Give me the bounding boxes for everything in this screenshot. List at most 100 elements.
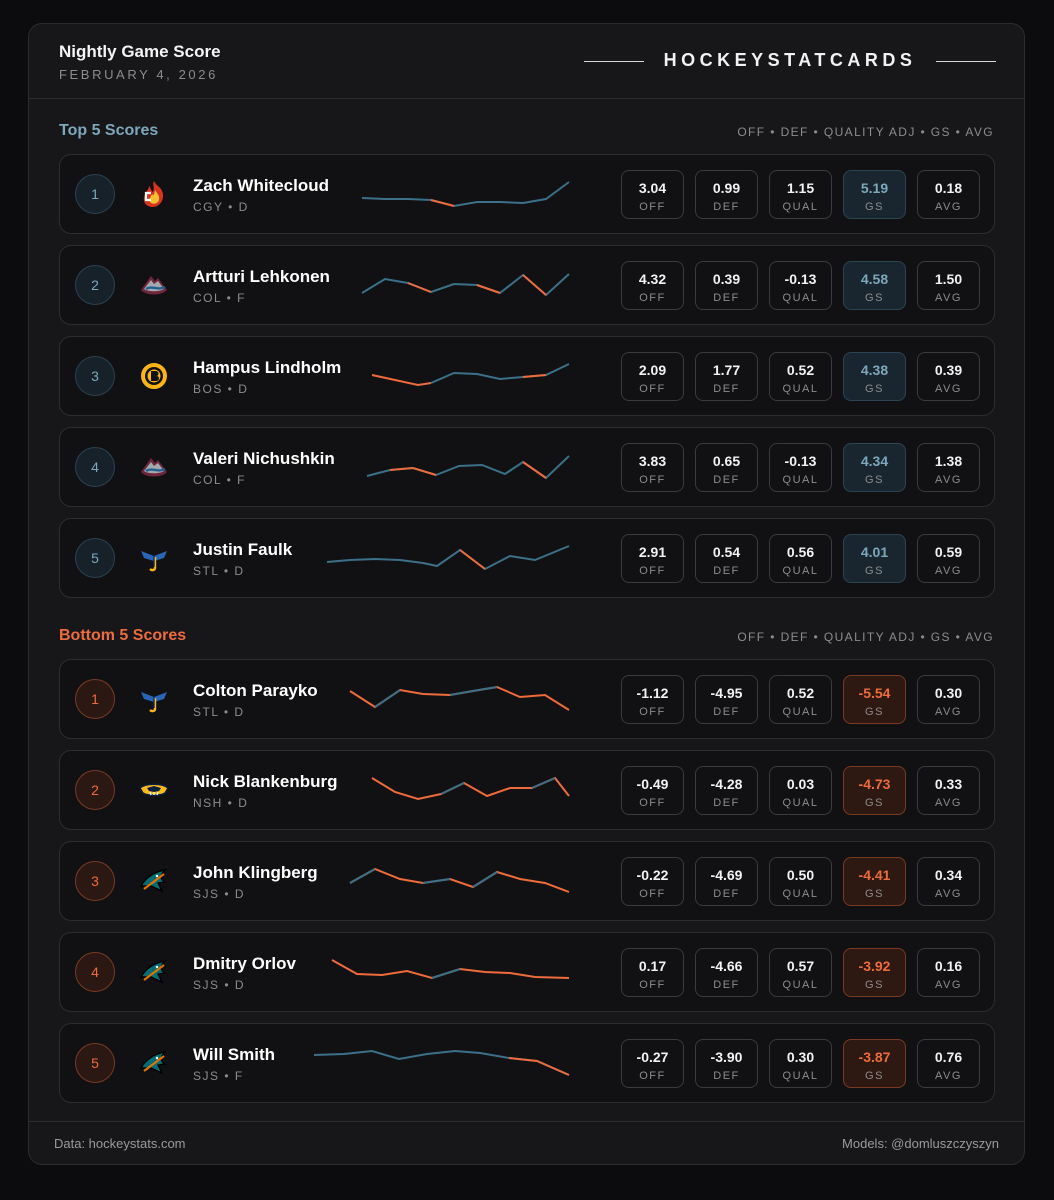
bottom-player-row: 1 Colton Parayko STL • D -1.12 OFF -4.95 D…	[59, 659, 995, 739]
page-title: Nightly Game Score	[59, 42, 221, 61]
stat-gs: -4.73 GS	[843, 766, 906, 815]
performance-sparkline	[326, 545, 570, 571]
performance-sparkline	[349, 685, 570, 711]
stat-off: -0.22 OFF	[621, 857, 684, 906]
stat-avg: 0.76 AVG	[917, 1039, 980, 1088]
stat-off: 2.09 OFF	[621, 352, 684, 401]
top-player-row: 2 Artturi Lehkonen COL • F 4.32 OFF 0.39 D…	[59, 245, 995, 325]
stat-avg: 0.30 AVG	[917, 675, 980, 724]
player-name: Colton Parayko	[193, 681, 318, 700]
stat-def: 0.65 DEF	[695, 443, 758, 492]
blues-logo-icon	[141, 551, 167, 572]
top-player-row: 3 Hampus Lindholm BOS • D 2.09 OFF 1.77 DE…	[59, 336, 995, 416]
stat-qual: 0.52 QUAL	[769, 675, 832, 724]
rank-badge: 4	[75, 447, 115, 487]
top-player-row: 1 Zach Whitecloud CGY • D 3.04 OFF 0.99 DE…	[59, 154, 995, 234]
bottom-player-row: 5 Will Smith SJS • F -0.27 OFF -3.90 DEF 0…	[59, 1023, 995, 1103]
player-name: Nick Blankenburg	[193, 772, 338, 791]
stat-qual: -0.13 QUAL	[769, 261, 832, 310]
stat-off: 0.17 OFF	[621, 948, 684, 997]
bottom-player-row: 4 Dmitry Orlov SJS • D 0.17 OFF -4.66 DEF …	[59, 932, 995, 1012]
blues-logo-icon	[141, 692, 167, 713]
stat-qual: 0.30 QUAL	[769, 1039, 832, 1088]
stat-gs: -3.87 GS	[843, 1039, 906, 1088]
rank-badge: 1	[75, 174, 115, 214]
stat-avg: 1.38 AVG	[917, 443, 980, 492]
bottom-player-row: 3 John Klingberg SJS • D -0.22 OFF -4.69 D…	[59, 841, 995, 921]
stat-qual: 1.15 QUAL	[769, 170, 832, 219]
stat-off: 2.91 OFF	[621, 534, 684, 583]
top-player-row: 5 Justin Faulk STL • D 2.91 OFF 0.54 DEF 0…	[59, 518, 995, 598]
brand-logo: HOCKEYSTATCARDS	[584, 50, 996, 72]
rank-badge: 5	[75, 1043, 115, 1083]
rank-badge: 1	[75, 679, 115, 719]
stat-qual: 0.50 QUAL	[769, 857, 832, 906]
stat-def: 0.54 DEF	[695, 534, 758, 583]
stat-def: 1.77 DEF	[695, 352, 758, 401]
top-section-title: Top 5 Scores	[59, 122, 159, 139]
stat-def: 0.39 DEF	[695, 261, 758, 310]
stat-qual: 0.57 QUAL	[769, 948, 832, 997]
sharks-logo-icon	[139, 868, 168, 893]
brand-text: HOCKEYSTATCARDS	[663, 50, 917, 70]
player-team-position: BOS • D	[193, 382, 249, 396]
stat-off: 4.32 OFF	[621, 261, 684, 310]
performance-sparkline	[313, 1049, 570, 1076]
rank-badge: 4	[75, 952, 115, 992]
player-team-position: CGY • D	[193, 200, 249, 214]
stat-def: -3.90 DEF	[695, 1039, 758, 1088]
player-team-position: SJS • F	[193, 1069, 244, 1083]
stat-off: -0.49 OFF	[621, 766, 684, 815]
stat-def: -4.28 DEF	[695, 766, 758, 815]
avalanche-logo-icon	[141, 458, 167, 477]
rank-badge: 5	[75, 538, 115, 578]
sharks-logo-icon	[139, 1050, 168, 1075]
stat-def: -4.66 DEF	[695, 948, 758, 997]
performance-sparkline	[361, 181, 570, 208]
rank-badge: 3	[75, 861, 115, 901]
performance-sparkline	[331, 959, 570, 980]
player-name: Dmitry Orlov	[193, 954, 296, 973]
bottom-section-title: Bottom 5 Scores	[59, 627, 187, 644]
stat-gs: 4.01 GS	[843, 534, 906, 583]
data-source: Data: hockeystats.com	[54, 1136, 186, 1151]
card-footer: Data: hockeystats.com Models: @domluszcz…	[29, 1121, 1024, 1164]
player-name: Valeri Nichushkin	[193, 449, 335, 468]
stat-avg: 0.39 AVG	[917, 352, 980, 401]
stat-off: 3.83 OFF	[621, 443, 684, 492]
brand-divider-left	[584, 61, 644, 62]
brand-divider-right	[936, 61, 996, 62]
stat-gs: -4.41 GS	[843, 857, 906, 906]
performance-sparkline	[361, 273, 570, 297]
player-team-position: COL • F	[193, 473, 246, 487]
performance-sparkline	[366, 455, 570, 480]
stat-gs: -5.54 GS	[843, 675, 906, 724]
stat-gs: 4.34 GS	[843, 443, 906, 492]
player-team-position: SJS • D	[193, 978, 246, 992]
rank-badge: 3	[75, 356, 115, 396]
game-score-card: Nightly Game Score FEBRUARY 4, 2026 HOCK…	[28, 23, 1025, 1165]
stat-qual: 0.52 QUAL	[769, 352, 832, 401]
player-team-position: NSH • D	[193, 796, 249, 810]
top-section-legend: OFF • DEF • QUALITY ADJ • GS • AVG	[737, 125, 994, 139]
stat-gs: 4.58 GS	[843, 261, 906, 310]
stat-gs: 4.38 GS	[843, 352, 906, 401]
flames-logo-icon	[143, 181, 164, 207]
player-team-position: COL • F	[193, 291, 246, 305]
top-player-row: 4 Valeri Nichushkin COL • F 3.83 OFF 0.65…	[59, 427, 995, 507]
card-header: Nightly Game Score FEBRUARY 4, 2026 HOCK…	[29, 24, 1024, 99]
performance-sparkline	[371, 776, 570, 801]
player-team-position: STL • D	[193, 564, 245, 578]
stat-avg: 0.59 AVG	[917, 534, 980, 583]
performance-sparkline	[349, 867, 570, 893]
performance-sparkline	[371, 363, 570, 387]
stat-avg: 0.18 AVG	[917, 170, 980, 219]
sharks-logo-icon	[139, 959, 168, 984]
models-credit: Models: @domluszczyszyn	[842, 1136, 999, 1151]
stat-off: -1.12 OFF	[621, 675, 684, 724]
stat-off: -0.27 OFF	[621, 1039, 684, 1088]
stat-def: -4.69 DEF	[695, 857, 758, 906]
rank-badge: 2	[75, 770, 115, 810]
stat-qual: 0.56 QUAL	[769, 534, 832, 583]
page-date: FEBRUARY 4, 2026	[59, 67, 218, 82]
